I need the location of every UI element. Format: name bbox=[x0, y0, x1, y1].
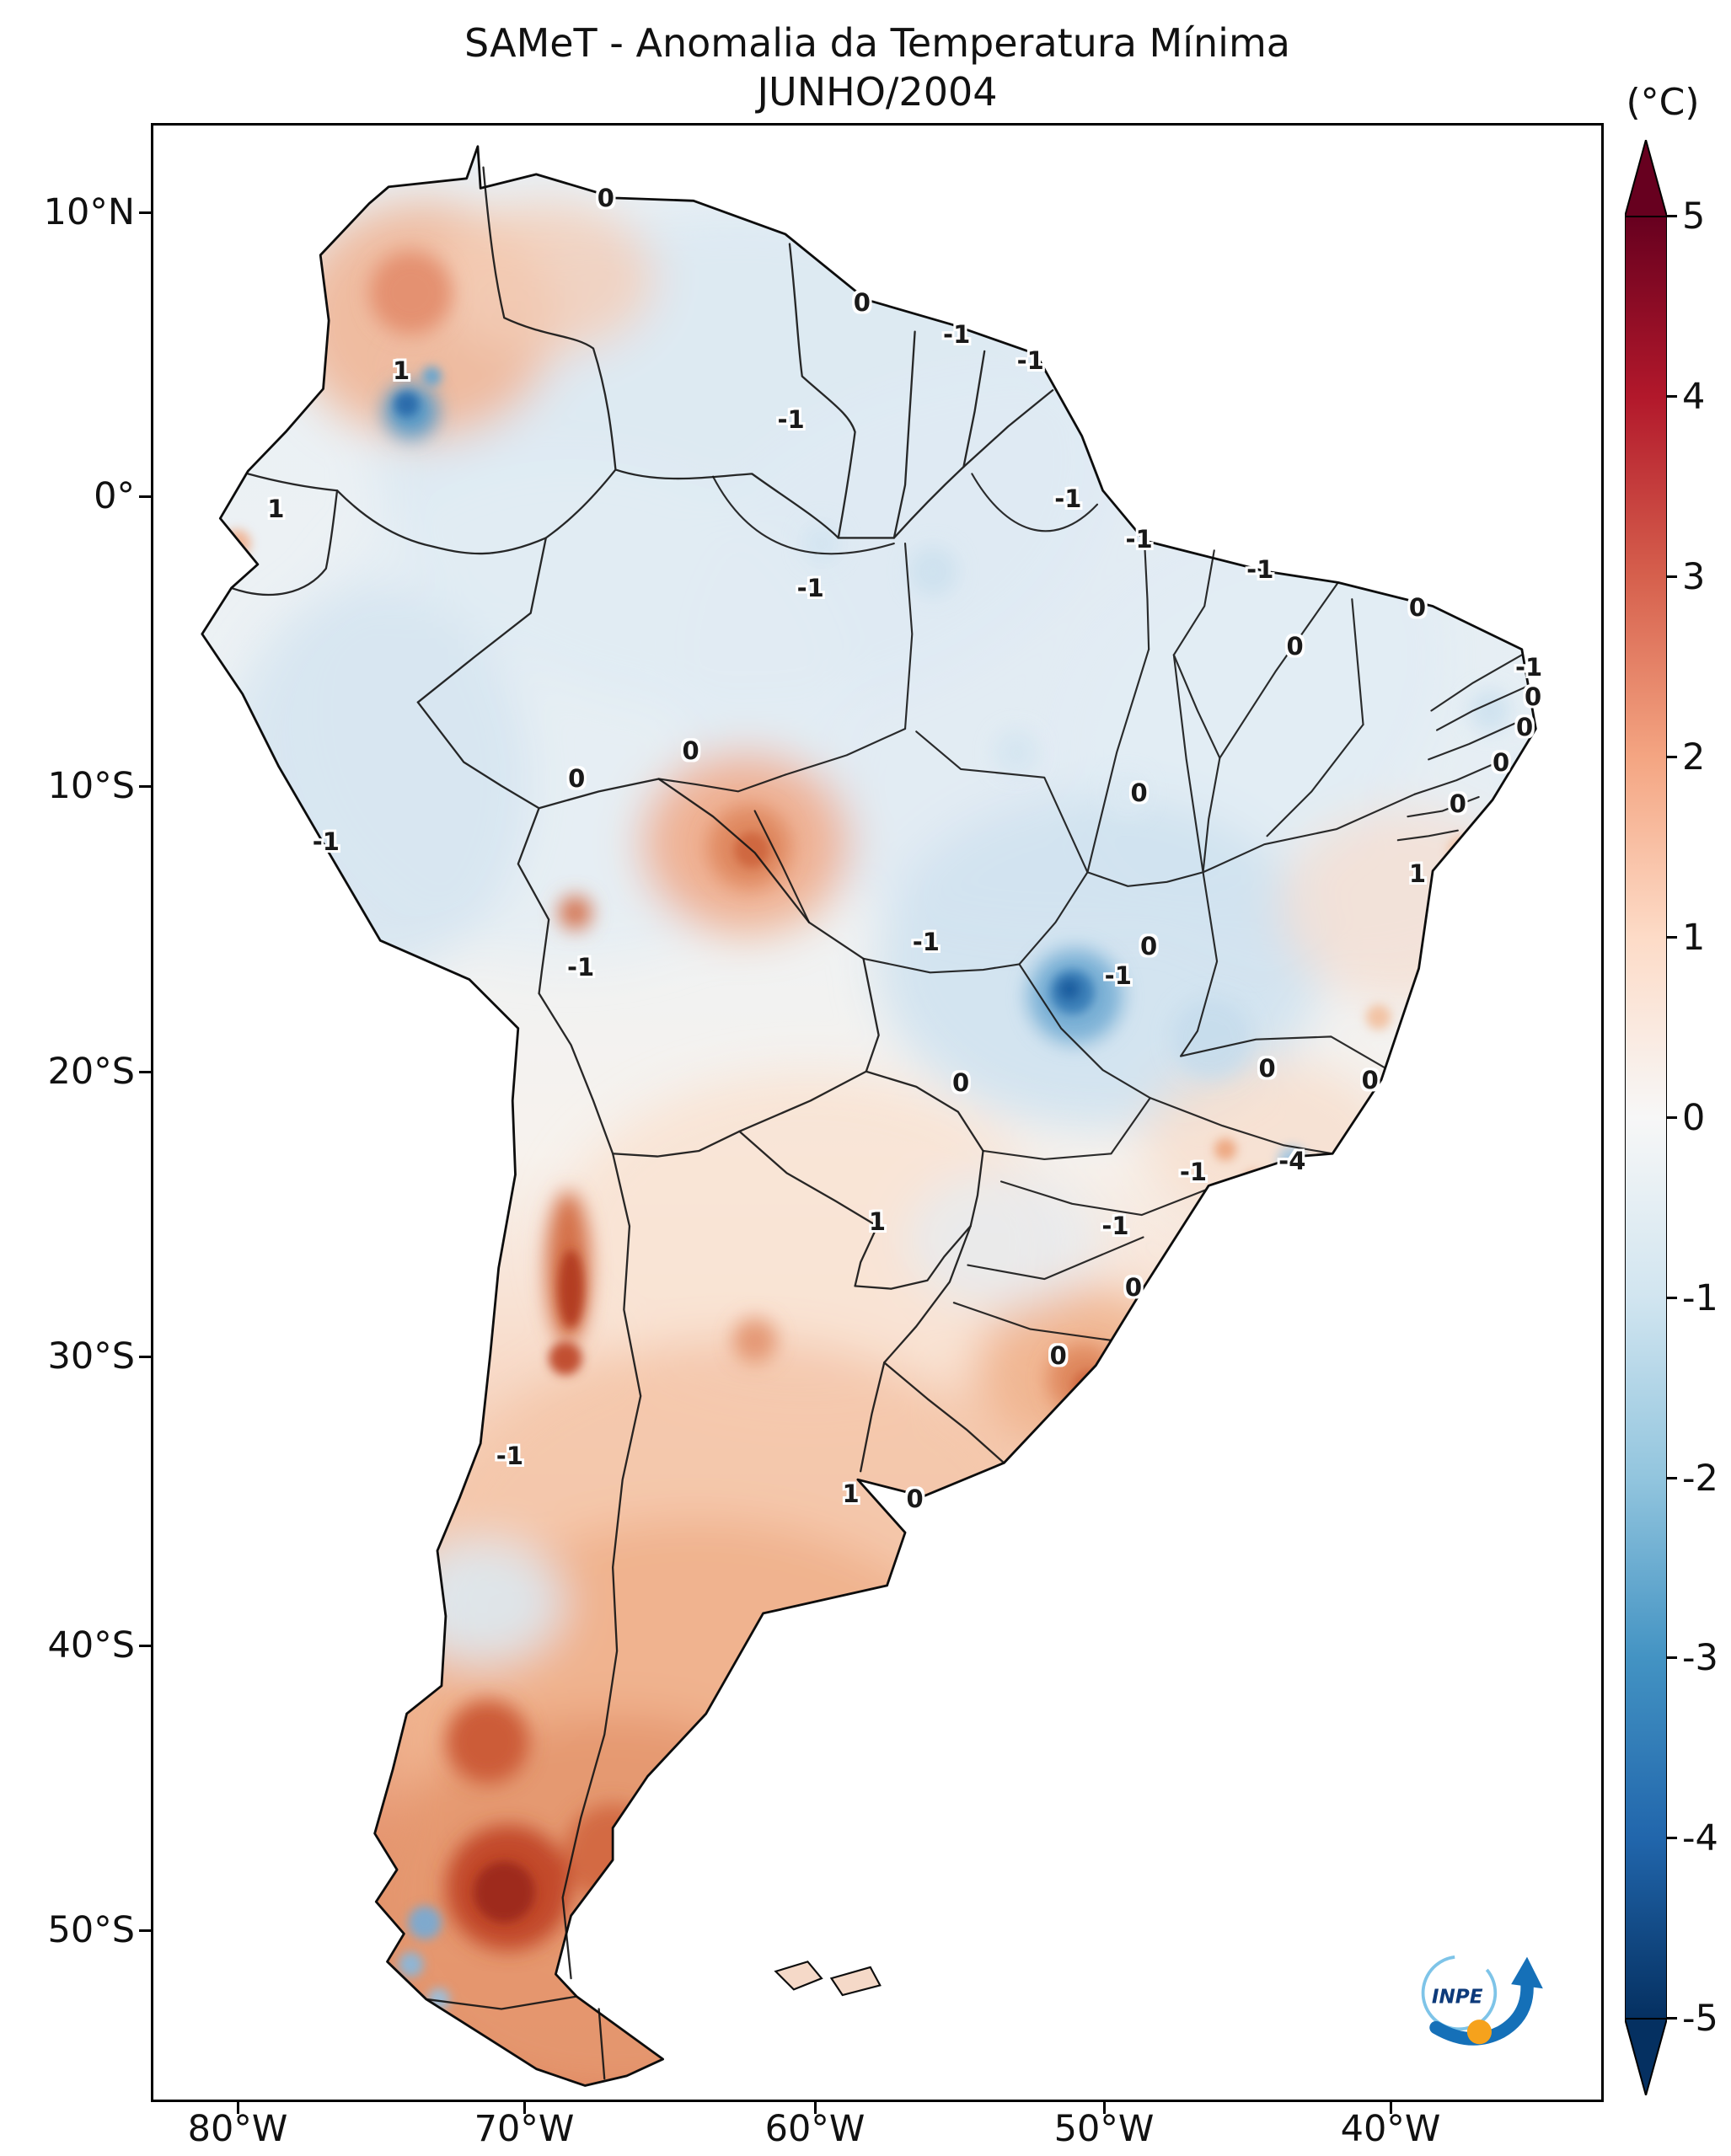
colorbar-tick-label: 1 bbox=[1682, 917, 1706, 959]
colorbar-tick-label: 2 bbox=[1682, 736, 1706, 778]
colorbar-gradient bbox=[1625, 216, 1667, 2020]
colorbar-tick-mark bbox=[1667, 395, 1677, 398]
colorbar-tick-mark bbox=[1667, 936, 1677, 939]
lat-tick-mark bbox=[139, 1929, 151, 1932]
colorbar-tick-mark bbox=[1667, 1297, 1677, 1299]
lat-tick-mark bbox=[139, 1071, 151, 1073]
colorbar-tick-mark bbox=[1667, 756, 1677, 758]
state-borders bbox=[657, 473, 1530, 1341]
anomaly-field bbox=[222, 201, 1536, 2086]
lon-tick-label: 80°W bbox=[187, 2108, 288, 2150]
colorbar-tick-label: -5 bbox=[1682, 1998, 1718, 2040]
lon-tick-mark bbox=[237, 2102, 239, 2114]
lat-tick-label: 20°S bbox=[47, 1051, 135, 1093]
colorbar-unit-label: (°C) bbox=[1626, 81, 1700, 124]
south-america-map bbox=[201, 145, 1537, 2087]
colorbar-tick-mark bbox=[1667, 1116, 1677, 1119]
inpe-logo: INPE bbox=[1404, 1950, 1549, 2051]
logo-arrowhead-icon bbox=[1511, 1956, 1543, 1989]
colorbar-tick-mark bbox=[1667, 575, 1677, 578]
colorbar-arrow-top bbox=[1625, 140, 1667, 217]
lon-tick-label: 60°W bbox=[764, 2108, 866, 2150]
lat-tick-label: 10°N bbox=[43, 191, 135, 233]
colorbar-tick-label: -4 bbox=[1682, 1817, 1718, 1859]
colorbar-tick-mark bbox=[1667, 1837, 1677, 1839]
lon-tick-mark bbox=[1390, 2102, 1392, 2114]
falkland-islands bbox=[774, 1961, 882, 1997]
lat-tick-mark bbox=[139, 1356, 151, 1358]
colorbar-tick-label: 3 bbox=[1682, 556, 1706, 598]
lon-tick-mark bbox=[523, 2102, 526, 2114]
lon-tick-mark bbox=[814, 2102, 817, 2114]
lon-tick-mark bbox=[1103, 2102, 1106, 2114]
logo-text: INPE bbox=[1432, 1986, 1483, 2008]
lon-tick-label: 40°W bbox=[1340, 2108, 1441, 2150]
colorbar-tick-label: -3 bbox=[1682, 1637, 1718, 1679]
colorbar-tick-label: 5 bbox=[1682, 195, 1706, 238]
colorbar-tick-label: 4 bbox=[1682, 376, 1706, 418]
logo-arrow-icon bbox=[1429, 1977, 1534, 2046]
colorbar-tick-mark bbox=[1667, 215, 1677, 217]
colorbar-arrow-bottom bbox=[1625, 2018, 1667, 2095]
country-borders bbox=[230, 166, 1054, 2080]
lat-tick-label: 10°S bbox=[47, 765, 135, 807]
colorbar-tick-mark bbox=[1667, 1477, 1677, 1479]
colorbar-tick-mark bbox=[1667, 1656, 1677, 1659]
lat-tick-mark bbox=[139, 1645, 151, 1647]
colorbar-tick-mark bbox=[1667, 2017, 1677, 2020]
map-plot-area: 0 0 -1 -1 1 -1 -1 1 -1 -1 -1 0 0 -1 0 0 0 0 0 0 0 -1 1 -1 0 -1 -1 0… bbox=[151, 123, 1604, 2102]
lat-tick-label: 40°S bbox=[47, 1624, 135, 1666]
colorbar-tick-label: 0 bbox=[1682, 1097, 1706, 1139]
lat-tick-mark bbox=[139, 785, 151, 788]
lat-tick-label: 50°S bbox=[47, 1909, 135, 1951]
colorbar-tick-label: -1 bbox=[1682, 1277, 1718, 1319]
figure-title: SAMeT - Anomalia da Temperatura Mínima bbox=[464, 20, 1290, 66]
lat-tick-label: 0° bbox=[94, 475, 135, 517]
logo-orange-dot-icon bbox=[1466, 2020, 1492, 2045]
lat-tick-mark bbox=[139, 495, 151, 498]
figure-subtitle: JUNHO/2004 bbox=[757, 69, 998, 115]
colorbar bbox=[1625, 140, 1667, 2095]
lat-tick-mark bbox=[139, 211, 151, 214]
lat-tick-label: 30°S bbox=[47, 1335, 135, 1378]
colorbar-tick-label: -2 bbox=[1682, 1458, 1718, 1500]
lon-tick-label: 70°W bbox=[474, 2108, 575, 2150]
lon-tick-label: 50°W bbox=[1053, 2108, 1155, 2150]
